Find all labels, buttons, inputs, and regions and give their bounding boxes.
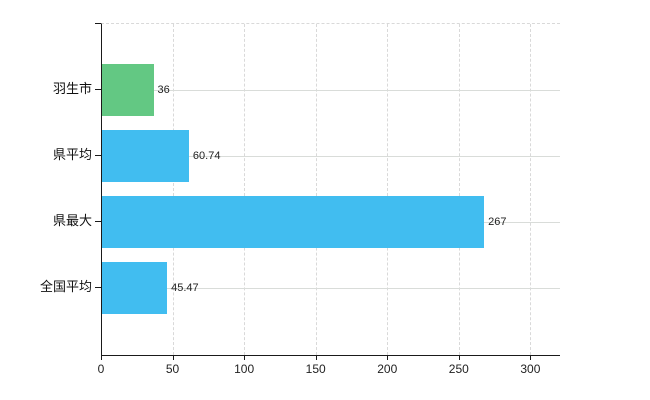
x-axis-tick (387, 355, 389, 360)
category-tick (95, 88, 101, 90)
bar-羽生市 (102, 63, 154, 116)
x-tick-label: 0 (97, 362, 105, 376)
bar-value-label: 60.74 (192, 149, 221, 162)
bar-全国平均 (102, 262, 168, 315)
x-axis-tick (315, 355, 317, 360)
x-axis-tick (172, 355, 174, 360)
category-tick (95, 154, 101, 156)
y-axis-top-tick (95, 23, 101, 24)
x-tick-label: 50 (165, 362, 180, 376)
category-label: 県最大 (52, 212, 92, 228)
x-tick-label: 250 (448, 362, 469, 376)
y-gridline (102, 288, 560, 290)
y-gridline (102, 89, 560, 91)
bar-value-label: 267 (488, 215, 507, 228)
x-axis-tick (458, 355, 460, 360)
x-axis-tick (101, 355, 102, 360)
x-axis-tick (530, 355, 532, 360)
category-tick (95, 287, 101, 289)
x-tick-label: 200 (377, 362, 398, 376)
category-label: 県平均 (52, 146, 92, 162)
x-tick-label: 150 (305, 362, 326, 376)
bar-value-label: 36 (157, 83, 170, 96)
x-axis-tick (244, 355, 246, 360)
category-tick (95, 220, 101, 222)
y-gridline (102, 155, 560, 157)
x-gridline (172, 24, 174, 355)
category-label: 全国平均 (39, 279, 92, 295)
x-tick-label: 100 (234, 362, 255, 376)
x-gridline (315, 24, 317, 355)
x-gridline (530, 24, 532, 355)
x-gridline (244, 24, 246, 355)
bar-県平均 (102, 129, 189, 182)
bar-県最大 (102, 195, 485, 248)
bar-value-label: 45.47 (171, 282, 199, 295)
x-tick-label: 300 (520, 362, 541, 376)
plot-area: 36 60.74 267 45.47 (101, 23, 560, 356)
x-gridline (458, 24, 460, 355)
category-label: 羽生市 (52, 80, 92, 96)
x-gridline (387, 24, 389, 355)
